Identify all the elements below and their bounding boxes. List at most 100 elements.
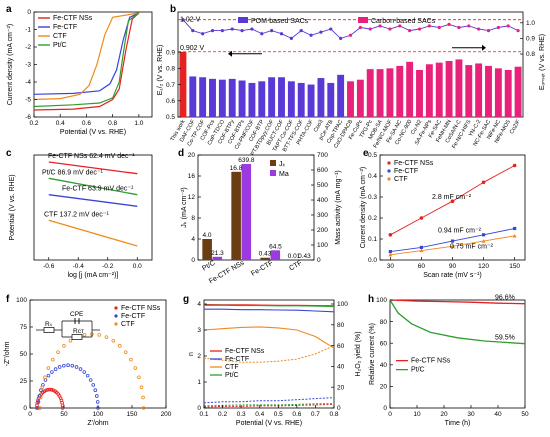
panel-b-onset-point	[516, 29, 520, 33]
panel-d-ylabel-right: Mass activity (mA mg⁻¹)	[335, 170, 342, 244]
panel-f-point	[70, 363, 75, 368]
panel-f-point	[40, 385, 45, 389]
panel-b-onset-point	[348, 33, 353, 37]
panel-b-ytick-label: 0.8	[166, 66, 175, 73]
panel-e-point	[481, 233, 486, 237]
panel-c-ylabel: Potential (V vs. RHE)	[9, 174, 16, 240]
panel-h-ytick-label: 60	[380, 340, 388, 347]
panel-b-category-label: Coo3	[313, 119, 325, 133]
panel-d-bar-jk-label: 4.0	[202, 232, 211, 239]
panel-b-onset-point	[378, 24, 382, 28]
panel-g-xtick-label: 0.3	[237, 411, 246, 418]
panel-a-legend-label: Fe-CTF	[53, 24, 77, 31]
panel-b-ehalf-bar	[455, 59, 463, 117]
panel-g-xtick-label: 0.4	[255, 411, 264, 418]
panel-b-ehalf-bar	[268, 77, 276, 117]
panel-d-category-label: CTF	[288, 260, 303, 273]
panel-g-xtick-label: 0.8	[329, 411, 338, 418]
panel-b-ehalf-bar	[278, 77, 285, 117]
panel-h-annotation: 59.5%	[495, 335, 515, 342]
panel-b-onset-point	[388, 27, 392, 31]
panel-f-circuit-cpe-label: CPE	[70, 311, 84, 318]
panel-b-ehalf-bar	[347, 81, 354, 117]
panel-g-xtick-label: 0.2	[218, 411, 227, 418]
panel-d-ytick-label: 16	[188, 173, 196, 180]
panel-g-ylabel-right: H₂O₂ yield (%)	[355, 331, 362, 376]
panel-f-ytick-label: 25	[20, 378, 28, 385]
panel-h-annotation: 96.6%	[495, 295, 515, 302]
panel-a-ytick-label: -6	[25, 114, 31, 121]
panel-f-legend-label: CTF	[121, 321, 135, 328]
panel-f-point	[49, 387, 54, 392]
panel-a-xtick-label: 0.6	[82, 120, 91, 127]
panel-b-ehalf-bar	[504, 69, 512, 117]
panel-f-xtick-label: 200	[161, 411, 172, 418]
panel-h-ylabel: Relative current (%)	[369, 323, 376, 385]
panel-f-point	[129, 357, 133, 362]
panel-f-point	[91, 383, 96, 387]
panel-h-ytick-label: 20	[380, 384, 388, 391]
panel-g-ytick-right-label: 80	[337, 322, 345, 329]
panel-h-series-line	[389, 299, 526, 305]
panel-d-right-ytick-label: 300	[317, 212, 328, 219]
panel-h-series-line	[389, 299, 526, 345]
panel-f-legend-label: Fe-CTF	[121, 313, 145, 320]
panel-g-xtick-label: 0.1	[199, 411, 208, 418]
panel-f-point	[68, 339, 73, 343]
panel-g-ytick-right-label: 60	[337, 343, 345, 350]
panel-g-h2o2-line	[203, 403, 334, 407]
panel-d-right-ytick-label: 500	[317, 182, 328, 189]
panel-a-ytick-label: -2	[25, 44, 31, 51]
panel-e-annotation: 0.75 mF cm⁻²	[450, 243, 494, 250]
panel-c-xtick-label: -0.2	[102, 263, 114, 270]
panel-a-xlabel: Potential (V vs. RHE)	[60, 129, 126, 136]
panel-c-series-line	[48, 219, 138, 247]
panel-b-legend-carbon: Carbon-based SACs	[371, 18, 436, 25]
panel-d-right-ytick-label: 700	[317, 152, 328, 159]
panel-f-ytick-label: 100	[16, 297, 27, 304]
panel-e-xtick-label: 150	[509, 263, 520, 270]
panel-f-ytick-label: 75	[20, 324, 28, 331]
panel-e-point	[419, 245, 424, 249]
panel-b-ehalf-bar	[416, 69, 423, 117]
panel-f-point	[50, 370, 54, 374]
panel-b-onset-point	[417, 27, 422, 31]
panel-f-point	[82, 333, 87, 337]
panel-b-onset-point	[309, 33, 313, 37]
panel-b-onset-point	[496, 25, 500, 30]
panel-e-legend-label: Fe-CTF NSs	[394, 160, 434, 167]
panel-b-onset-point	[191, 29, 195, 33]
panel-b-ylabel-right: Eₒₙₛₑₜ (V vs. RHE)	[539, 34, 546, 90]
panel-c-series-line	[48, 161, 138, 175]
panel-g-ytick-right-label: 0	[337, 405, 341, 412]
panel-f-point	[57, 365, 62, 369]
panel-e-point	[450, 199, 455, 203]
panel-h-ytick-label: 40	[380, 362, 388, 369]
panel-e-point	[481, 180, 486, 185]
panel-f-point	[141, 406, 146, 410]
panel-a-legend-label: Fe-CTF NSs	[53, 15, 93, 22]
panel-a-series-line	[33, 12, 140, 108]
panel-g-ytick-label: 0	[197, 405, 201, 412]
panel-f-point	[82, 370, 87, 374]
panel-a-legend-label: CTF	[53, 33, 67, 40]
panel-a-series-line	[33, 12, 139, 101]
panel-b-legend-swatch-pom	[238, 17, 248, 23]
panel-g-xtick-label: 0.7	[311, 411, 320, 418]
panel-a-xtick-label: 0.8	[108, 120, 117, 127]
panel-b-onset-point	[477, 27, 481, 31]
panel-g-xtick-label: 0.5	[274, 411, 283, 418]
panel-f-xtick-label: 50	[60, 411, 68, 418]
panel-g-ytick-label: 4	[197, 301, 201, 308]
panel-b-onset-point	[250, 27, 254, 31]
panel-f-point	[118, 344, 122, 348]
panel-e-point	[512, 233, 517, 238]
panel-f-point	[53, 367, 58, 371]
panel-d-ytick-label: 12	[188, 194, 196, 201]
panel-f-frame	[29, 299, 167, 409]
panel-f-point	[78, 367, 83, 371]
panel-b-annotation-onset: 1.02 V	[180, 17, 201, 24]
panel-d-bar-ma-label: 21.3	[211, 250, 224, 257]
panel-b-ytick-label: 0.7	[166, 82, 175, 89]
